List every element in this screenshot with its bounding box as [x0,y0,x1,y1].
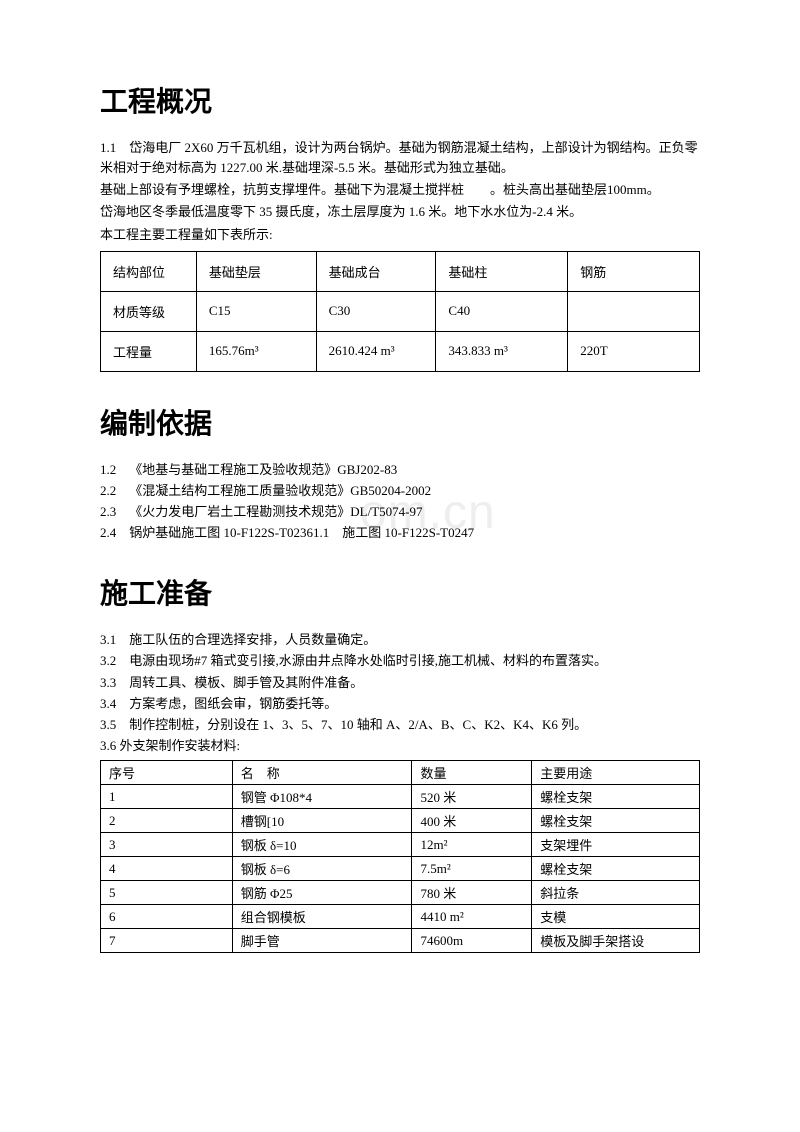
list-item: 3.1 施工队伍的合理选择安排，人员数量确定。 [100,630,700,650]
cell: 钢板 δ=10 [232,833,412,857]
section1-p3: 岱海地区冬季最低温度零下 35 摄氏度，冻土层厚度为 1.6 米。地下水水位为-… [100,202,700,222]
cell [568,291,700,331]
materials-table: 序号 名 称 数量 主要用途 1 钢管 Φ108*4 520 米 螺栓支架 2 … [100,760,700,953]
engineering-table: 结构部位 基础垫层 基础成台 基础柱 钢筋 材质等级 C15 C30 C40 工… [100,251,700,372]
cell: 7 [101,929,233,953]
cell: C15 [196,291,316,331]
cell: 基础垫层 [196,251,316,291]
cell: 斜拉条 [532,881,700,905]
cell: 74600m [412,929,532,953]
cell: 结构部位 [101,251,197,291]
cell: 5 [101,881,233,905]
cell: 组合钢模板 [232,905,412,929]
cell: 钢板 δ=6 [232,857,412,881]
cell: 工程量 [101,331,197,371]
cell: 支模 [532,905,700,929]
list-item: 2.2 《混凝土结构工程施工质量验收规范》GB50204-2002 [100,481,700,501]
cell: 6 [101,905,233,929]
list-item: 3.2 电源由现场#7 箱式变引接,水源由井点降水处临时引接,施工机械、材料的布… [100,651,700,671]
cell: 螺栓支架 [532,785,700,809]
table-row: 工程量 165.76m³ 2610.424 m³ 343.833 m³ 220T [101,331,700,371]
cell: 模板及脚手架搭设 [532,929,700,953]
section1-title: 工程概况 [100,80,700,120]
cell: 220T [568,331,700,371]
cell: 材质等级 [101,291,197,331]
cell: 2 [101,809,233,833]
cell: 钢管 Φ108*4 [232,785,412,809]
cell: 12m² [412,833,532,857]
cell: C40 [436,291,568,331]
section1-p1: 1.1 岱海电厂 2X60 万千瓦机组，设计为两台锅炉。基础为钢筋混凝土结构，上… [100,138,700,178]
table-row: 4 钢板 δ=6 7.5m² 螺栓支架 [101,857,700,881]
cell: 7.5m² [412,857,532,881]
cell: 螺栓支架 [532,809,700,833]
header-cell: 主要用途 [532,761,700,785]
cell: 钢筋 Φ25 [232,881,412,905]
list-item: 3.5 制作控制桩，分别设在 1、3、5、7、10 轴和 A、2/A、B、C、K… [100,715,700,735]
cell: 基础成台 [316,251,436,291]
table-row: 7 脚手管 74600m 模板及脚手架搭设 [101,929,700,953]
section1-p4: 本工程主要工程量如下表所示: [100,225,700,245]
cell: 780 米 [412,881,532,905]
table-row: 2 槽钢[10 400 米 螺栓支架 [101,809,700,833]
cell: 钢筋 [568,251,700,291]
document-content: 工程概况 1.1 岱海电厂 2X60 万千瓦机组，设计为两台锅炉。基础为钢筋混凝… [100,80,700,953]
cell: 支架埋件 [532,833,700,857]
cell: 脚手管 [232,929,412,953]
cell: 螺栓支架 [532,857,700,881]
table-row: 材质等级 C15 C30 C40 [101,291,700,331]
header-cell: 数量 [412,761,532,785]
list-item: 3.4 方案考虑，图纸会审，钢筋委托等。 [100,694,700,714]
table-row: 5 钢筋 Φ25 780 米 斜拉条 [101,881,700,905]
section2-title: 编制依据 [100,402,700,442]
table-row: 3 钢板 δ=10 12m² 支架埋件 [101,833,700,857]
cell: 1 [101,785,233,809]
list-item: 2.3 《火力发电厂岩土工程勘测技术规范》DL/T5074-97 [100,502,700,522]
cell: 基础柱 [436,251,568,291]
list-item: 2.4 锅炉基础施工图 10-F122S-T02361.1 施工图 10-F12… [100,523,700,543]
cell: 520 米 [412,785,532,809]
cell: 槽钢[10 [232,809,412,833]
cell: C30 [316,291,436,331]
table-row: 1 钢管 Φ108*4 520 米 螺栓支架 [101,785,700,809]
header-cell: 名 称 [232,761,412,785]
table-head-row: 序号 名 称 数量 主要用途 [101,761,700,785]
list-item: 1.2 《地基与基础工程施工及验收规范》GBJ202-83 [100,460,700,480]
cell: 400 米 [412,809,532,833]
section3-title: 施工准备 [100,572,700,612]
cell: 3 [101,833,233,857]
table-row: 结构部位 基础垫层 基础成台 基础柱 钢筋 [101,251,700,291]
cell: 2610.424 m³ [316,331,436,371]
table-row: 6 组合钢模板 4410 m² 支模 [101,905,700,929]
section1-p2: 基础上部设有予埋螺栓，抗剪支撑埋件。基础下为混凝土搅拌桩 。桩头高出基础垫层10… [100,180,700,200]
cell: 165.76m³ [196,331,316,371]
list-item: 3.3 周转工具、模板、脚手管及其附件准备。 [100,673,700,693]
header-cell: 序号 [101,761,233,785]
list-item: 3.6 外支架制作安装材料: [100,736,700,756]
cell: 4 [101,857,233,881]
cell: 343.833 m³ [436,331,568,371]
cell: 4410 m² [412,905,532,929]
